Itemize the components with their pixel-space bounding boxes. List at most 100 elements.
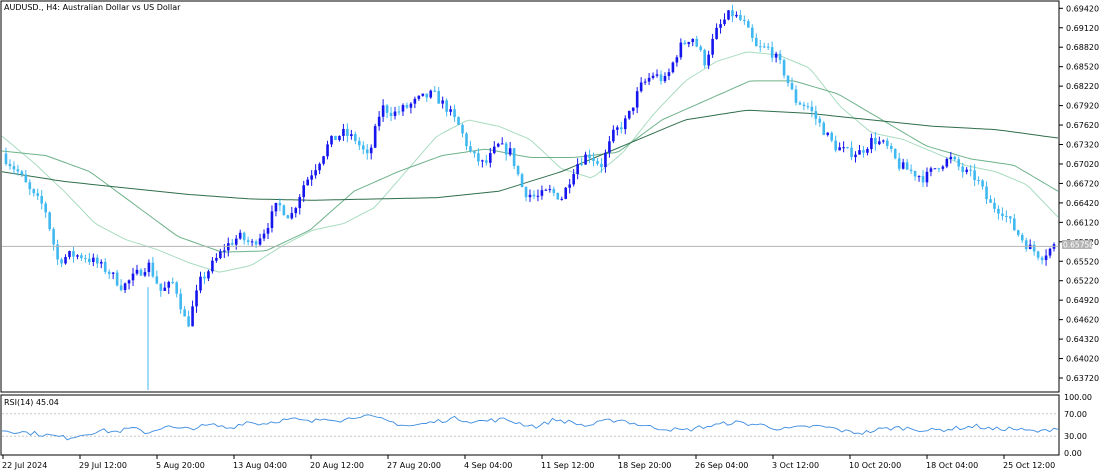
candle-body xyxy=(608,141,611,153)
candle-body xyxy=(643,81,647,83)
candle-body xyxy=(524,186,528,198)
candle-body xyxy=(806,106,810,108)
candle-body xyxy=(12,166,16,170)
candle-body xyxy=(8,163,12,167)
y-tick-label: 0.67320 xyxy=(1066,141,1099,150)
candle-body xyxy=(516,166,520,175)
candle-body xyxy=(262,233,266,239)
candle-body xyxy=(1016,230,1020,235)
candle-body xyxy=(492,146,496,154)
candle-body xyxy=(739,14,742,20)
candle-body xyxy=(878,141,881,145)
candle-body xyxy=(612,129,615,142)
candle-body xyxy=(155,276,159,284)
candle-body xyxy=(139,269,143,276)
candle-body xyxy=(814,111,818,119)
candle-body xyxy=(143,272,147,276)
candle-body xyxy=(84,258,87,260)
candle-body xyxy=(532,194,536,197)
candle-body xyxy=(4,153,8,164)
y-tick-label: 0.64320 xyxy=(1066,335,1099,344)
candle-body xyxy=(111,272,115,274)
candle-body xyxy=(834,140,837,151)
candle-body xyxy=(870,137,873,150)
candle-body xyxy=(743,19,746,22)
candle-body xyxy=(230,243,234,245)
candle-body xyxy=(1036,251,1040,258)
candle-body xyxy=(866,149,869,153)
y-tick-label: 0.66420 xyxy=(1066,199,1099,208)
candle-body xyxy=(453,109,456,118)
candle-body xyxy=(675,57,679,63)
candle-body xyxy=(965,169,968,172)
y-tick-label: 0.66720 xyxy=(1066,179,1099,188)
candle-body xyxy=(520,174,524,187)
candle-body xyxy=(80,255,83,259)
candle-body xyxy=(889,145,893,149)
candle-body xyxy=(258,238,262,245)
candle-body xyxy=(715,27,718,39)
candle-body xyxy=(905,162,909,170)
candle-body xyxy=(786,75,790,84)
candle-body xyxy=(969,169,972,171)
candle-body xyxy=(584,154,587,165)
candle-body xyxy=(989,199,992,203)
candle-body xyxy=(929,168,933,172)
candle-body xyxy=(175,282,178,294)
candle-body xyxy=(1032,244,1036,252)
candle-body xyxy=(655,74,659,76)
candle-body xyxy=(250,241,254,243)
symbol-description: Australian Dollar vs US Dollar xyxy=(63,3,182,12)
candle-body xyxy=(588,154,591,159)
candle-body xyxy=(604,152,607,168)
candle-body xyxy=(616,127,619,130)
candle-body xyxy=(882,140,885,142)
candle-body xyxy=(691,38,695,43)
candle-body xyxy=(92,257,95,262)
candle-body xyxy=(1040,257,1044,261)
candle-body xyxy=(731,10,734,17)
candle-body xyxy=(981,180,984,187)
candle-body xyxy=(1013,218,1016,231)
candle-body xyxy=(445,100,448,112)
candle-body xyxy=(719,24,722,28)
candle-body xyxy=(953,156,957,160)
candle-body xyxy=(818,118,822,123)
candle-body xyxy=(909,169,913,172)
x-tick-label: 5 Aug 20:00 xyxy=(156,461,205,470)
candle-body xyxy=(20,171,24,175)
candle-body xyxy=(489,153,492,163)
candle-body xyxy=(234,238,238,245)
candle-body xyxy=(322,156,325,164)
y-tick-label: 0.68220 xyxy=(1066,82,1099,91)
candle-body xyxy=(389,112,393,116)
candle-body xyxy=(556,192,560,200)
candle-body xyxy=(623,118,627,130)
candle-body xyxy=(238,232,242,239)
candle-body xyxy=(766,46,770,48)
candle-body xyxy=(361,145,365,150)
y-tick-label: 0.67620 xyxy=(1066,121,1099,130)
candle-body xyxy=(548,189,552,191)
candle-body xyxy=(659,74,663,82)
candle-body xyxy=(326,144,329,157)
candle-body xyxy=(274,202,278,212)
y-tick-label: 0.65520 xyxy=(1066,257,1099,266)
candle-body xyxy=(76,255,79,257)
candle-body xyxy=(1005,215,1008,217)
candle-body xyxy=(203,276,206,279)
candle-body xyxy=(957,159,961,167)
candle-body xyxy=(266,228,270,234)
candle-body xyxy=(465,133,468,147)
candle-body xyxy=(925,171,929,183)
chart-title: AUDUSD., H4: Australian Dollar vs US Dol… xyxy=(4,3,181,12)
candle-body xyxy=(183,309,186,317)
candle-body xyxy=(945,159,949,167)
candle-body xyxy=(56,244,59,260)
candle-body xyxy=(413,98,417,104)
candle-body xyxy=(858,150,861,155)
timeframe-label: H4 xyxy=(46,3,57,12)
candle-body xyxy=(417,95,421,99)
candle-body xyxy=(449,109,452,112)
